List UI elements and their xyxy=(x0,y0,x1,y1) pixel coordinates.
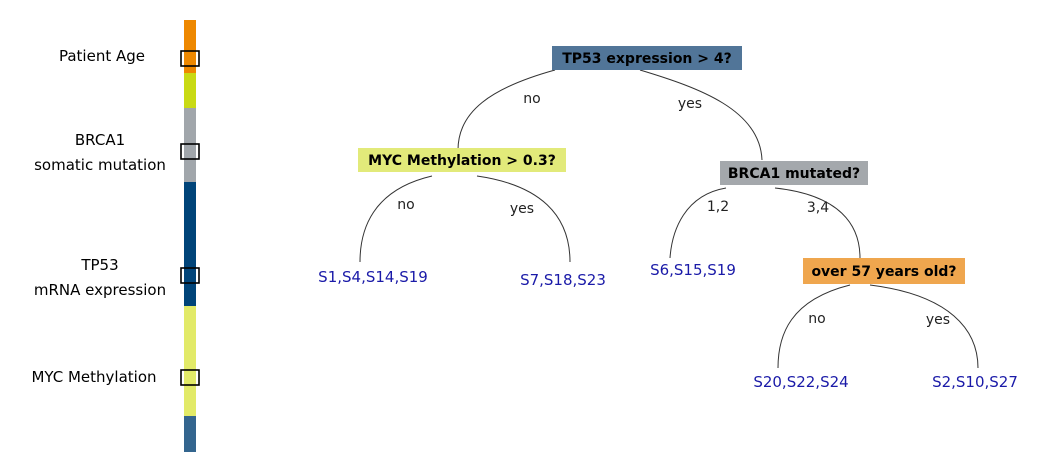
legend-marker-brca1[interactable] xyxy=(180,143,200,160)
node-myc-label: MYC Methylation > 0.3? xyxy=(368,153,556,169)
leaf-s2-s10-s27[interactable]: S2,S10,S27 xyxy=(932,373,1018,391)
edge-label-brca1-12: 1,2 xyxy=(707,199,729,215)
node-age[interactable]: over 57 years old? xyxy=(803,258,965,284)
legend-segment-patient-age-high xyxy=(184,20,196,73)
legend-marker-tp53[interactable] xyxy=(180,267,200,284)
edge-label-myc-yes: yes xyxy=(510,201,534,217)
edge-myc-yes xyxy=(476,175,571,263)
leaf-s6-s15-s19[interactable]: S6,S15,S19 xyxy=(650,261,736,279)
legend-segment-tp53 xyxy=(184,182,196,306)
legend-segment-patient-age-low xyxy=(184,73,196,108)
node-brca1[interactable]: BRCA1 mutated? xyxy=(720,161,868,185)
node-brca1-box xyxy=(720,161,868,185)
legend-label-tp53-line2: mRNA expression xyxy=(34,281,166,299)
edge-label-age-yes: yes xyxy=(926,312,950,328)
edge-age-yes xyxy=(869,284,979,369)
legend-color-bar xyxy=(184,20,196,452)
legend-label-myc: MYC Methylation xyxy=(31,368,156,386)
tree-edges xyxy=(359,69,979,369)
legend-label-tp53-line1: TP53 xyxy=(80,256,118,274)
leaf-s20-s22-s24[interactable]: S20,S22,S24 xyxy=(753,373,848,391)
edge-label-root-no: no xyxy=(523,91,540,107)
edge-brca1-12 xyxy=(669,187,727,259)
legend-segment-brca1 xyxy=(184,108,196,182)
node-age-label: over 57 years old? xyxy=(811,264,956,280)
leaf-s1-s4-s14-s19[interactable]: S1,S4,S14,S19 xyxy=(318,268,428,286)
node-age-box xyxy=(803,258,965,284)
legend-segment-bottom xyxy=(184,416,196,452)
edge-age-no xyxy=(777,284,851,369)
node-root-box xyxy=(552,46,742,70)
edge-myc-no xyxy=(359,175,433,263)
edge-label-brca1-34: 3,4 xyxy=(807,200,829,216)
legend-label-brca1-line2: somatic mutation xyxy=(34,156,166,174)
edge-label-root-yes: yes xyxy=(678,96,702,112)
node-myc[interactable]: MYC Methylation > 0.3? xyxy=(358,148,566,172)
legend-marker-patient-age[interactable] xyxy=(180,50,200,67)
edge-root-no xyxy=(457,69,556,151)
legend-marker-myc[interactable] xyxy=(180,369,200,386)
node-brca1-label: BRCA1 mutated? xyxy=(728,166,860,182)
leaf-s7-s18-s23[interactable]: S7,S18,S23 xyxy=(520,271,606,289)
node-myc-box xyxy=(358,148,566,172)
edge-label-age-no: no xyxy=(808,311,825,327)
edge-brca1-34 xyxy=(774,187,861,259)
legend-segment-myc xyxy=(184,306,196,416)
edge-root-yes xyxy=(639,69,763,161)
legend-label-brca1-line1: BRCA1 xyxy=(75,131,125,149)
node-root[interactable]: TP53 expression > 4? xyxy=(552,46,742,70)
legend-label-patient-age: Patient Age xyxy=(59,47,145,65)
edge-label-myc-no: no xyxy=(397,197,414,213)
node-root-label: TP53 expression > 4? xyxy=(562,51,732,67)
